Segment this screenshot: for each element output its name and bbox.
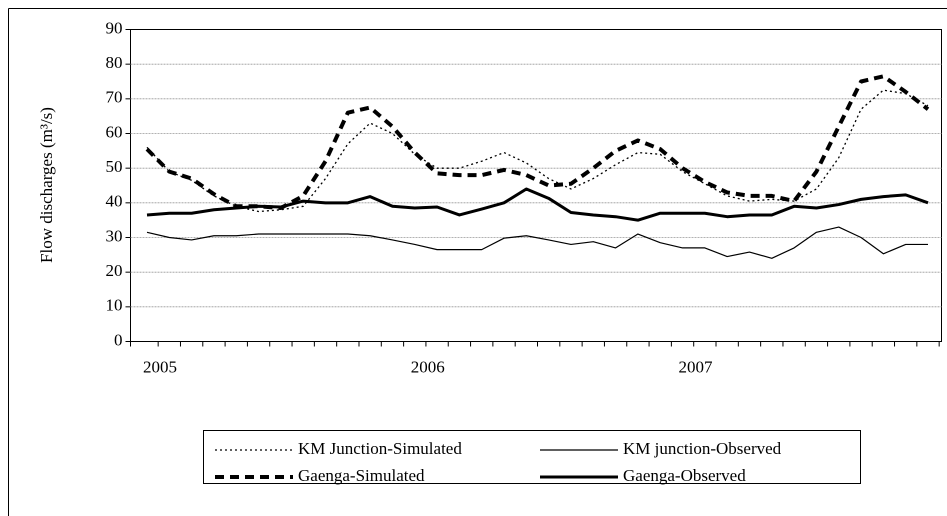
legend-label: Gaenga-Simulated (298, 466, 425, 485)
y-tick-label: 10 (106, 296, 123, 315)
y-tick-label: 40 (106, 192, 123, 211)
series-line (146, 187, 929, 222)
plot-area (130, 29, 942, 342)
x-tick-label: 2006 (411, 357, 445, 376)
y-tick-label: 50 (106, 157, 123, 176)
legend-label: KM junction-Observed (623, 439, 782, 458)
y-tick-label: 20 (106, 261, 123, 280)
legend-label: Gaenga-Observed (623, 466, 746, 485)
x-tick-label: 2005 (143, 357, 177, 376)
y-tick-label: 0 (114, 330, 123, 349)
y-tick-label: 70 (106, 88, 123, 107)
series-line (146, 226, 928, 259)
y-tick-label: 80 (106, 53, 123, 72)
y-axis-label: Flow discharges (m³/s) (37, 107, 56, 263)
legend-label: KM Junction-Simulated (298, 439, 462, 458)
y-tick-label: 30 (106, 226, 123, 245)
series-line (145, 74, 930, 211)
x-tick-label: 2007 (679, 357, 714, 376)
y-tick-label: 90 (106, 18, 123, 37)
legend (203, 430, 861, 484)
y-tick-label: 60 (106, 122, 123, 141)
